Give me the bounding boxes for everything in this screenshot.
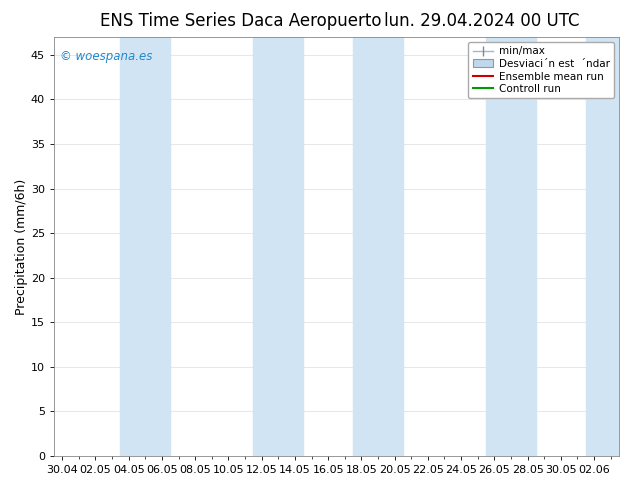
Bar [486, 37, 536, 456]
Bar [353, 37, 403, 456]
Bar [120, 37, 171, 456]
Text: lun. 29.04.2024 00 UTC: lun. 29.04.2024 00 UTC [384, 12, 579, 30]
Bar [586, 37, 627, 456]
Bar [254, 37, 303, 456]
Legend: min/max, Desviaci´n est  ´ndar, Ensemble mean run, Controll run: min/max, Desviaci´n est ´ndar, Ensemble … [469, 42, 614, 98]
Y-axis label: Precipitation (mm/6h): Precipitation (mm/6h) [15, 178, 28, 315]
Text: © woespana.es: © woespana.es [60, 49, 152, 63]
Text: ENS Time Series Daca Aeropuerto: ENS Time Series Daca Aeropuerto [100, 12, 382, 30]
